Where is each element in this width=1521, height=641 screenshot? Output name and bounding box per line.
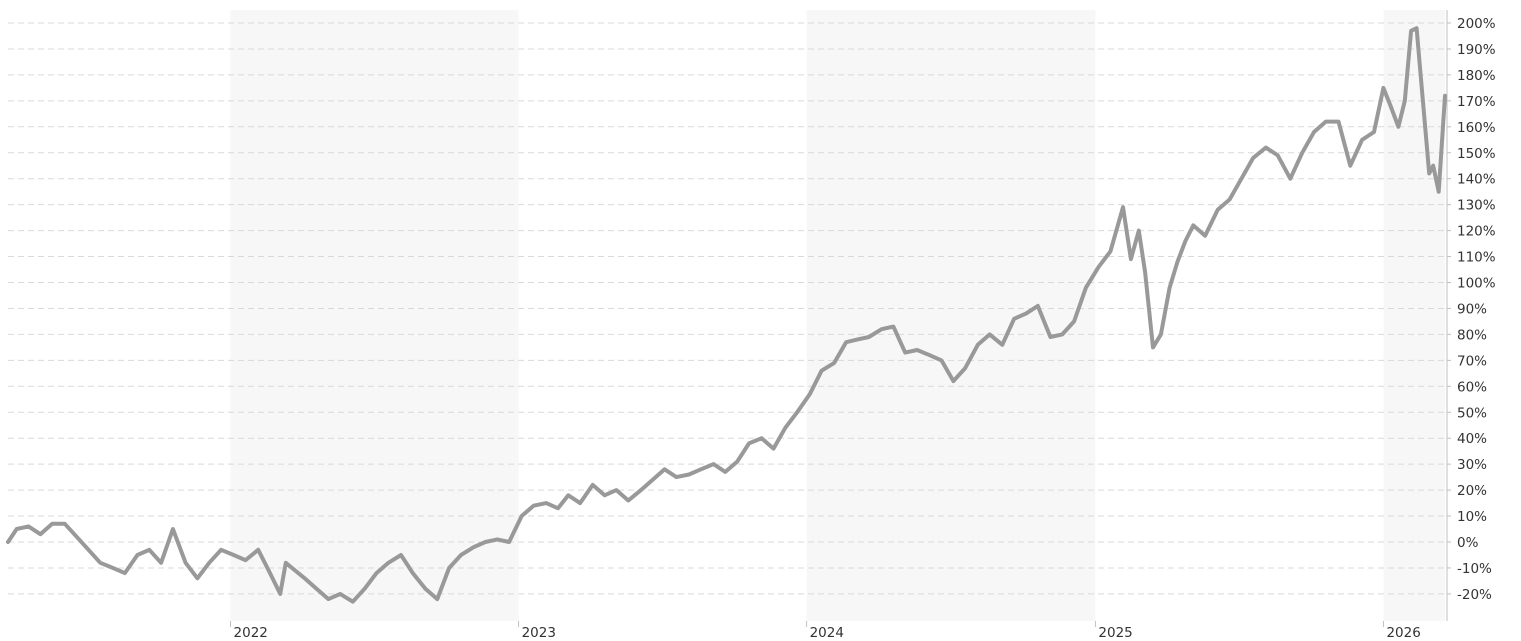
y-tick-label: 40% [1457,431,1487,447]
y-tick-label: 20% [1457,483,1487,499]
y-tick-label: 170% [1457,94,1496,110]
x-tick-label: 2026 [1386,625,1420,641]
y-axis-ticks: -20% -10% 0% 10% 20% 30% 40% 50% 60% 70% 80% 90% 100… [1447,16,1496,603]
x-tick-label: 2025 [1098,625,1132,641]
y-tick-label: 190% [1457,42,1496,58]
year-band-0 [230,10,519,621]
y-tick-label: 200% [1457,16,1496,32]
x-tick-label: 2023 [522,625,556,641]
y-tick-label: 80% [1457,327,1487,343]
x-tick-label: 2022 [234,625,268,641]
y-tick-label: 0% [1457,535,1479,551]
y-tick-label: 130% [1457,198,1496,214]
year-shading-bands [230,10,1445,621]
y-tick-label: 150% [1457,146,1496,162]
y-tick-label: 180% [1457,68,1496,84]
y-tick-label: 160% [1457,120,1496,136]
y-tick-label: -20% [1457,587,1492,603]
y-tick-label: 110% [1457,250,1496,266]
series-line-0 [6,26,1447,604]
year-band-1 [806,10,1096,621]
gridlines [8,22,1445,595]
x-tick-label: 2024 [810,625,844,641]
year-band-2 [1383,10,1445,621]
y-tick-label: -10% [1457,561,1492,577]
y-tick-label: 10% [1457,509,1487,525]
y-tick-label: 30% [1457,457,1487,473]
y-tick-label: 90% [1457,301,1487,317]
y-tick-label: 120% [1457,224,1496,240]
series-group [6,26,1447,604]
y-tick-label: 70% [1457,353,1487,369]
y-tick-label: 140% [1457,172,1496,188]
x-axis-ticks: 2022 2023 2024 2025 2026 [230,621,1421,641]
y-tick-label: 50% [1457,405,1487,421]
y-tick-label: 60% [1457,379,1487,395]
y-tick-label: 100% [1457,276,1496,292]
